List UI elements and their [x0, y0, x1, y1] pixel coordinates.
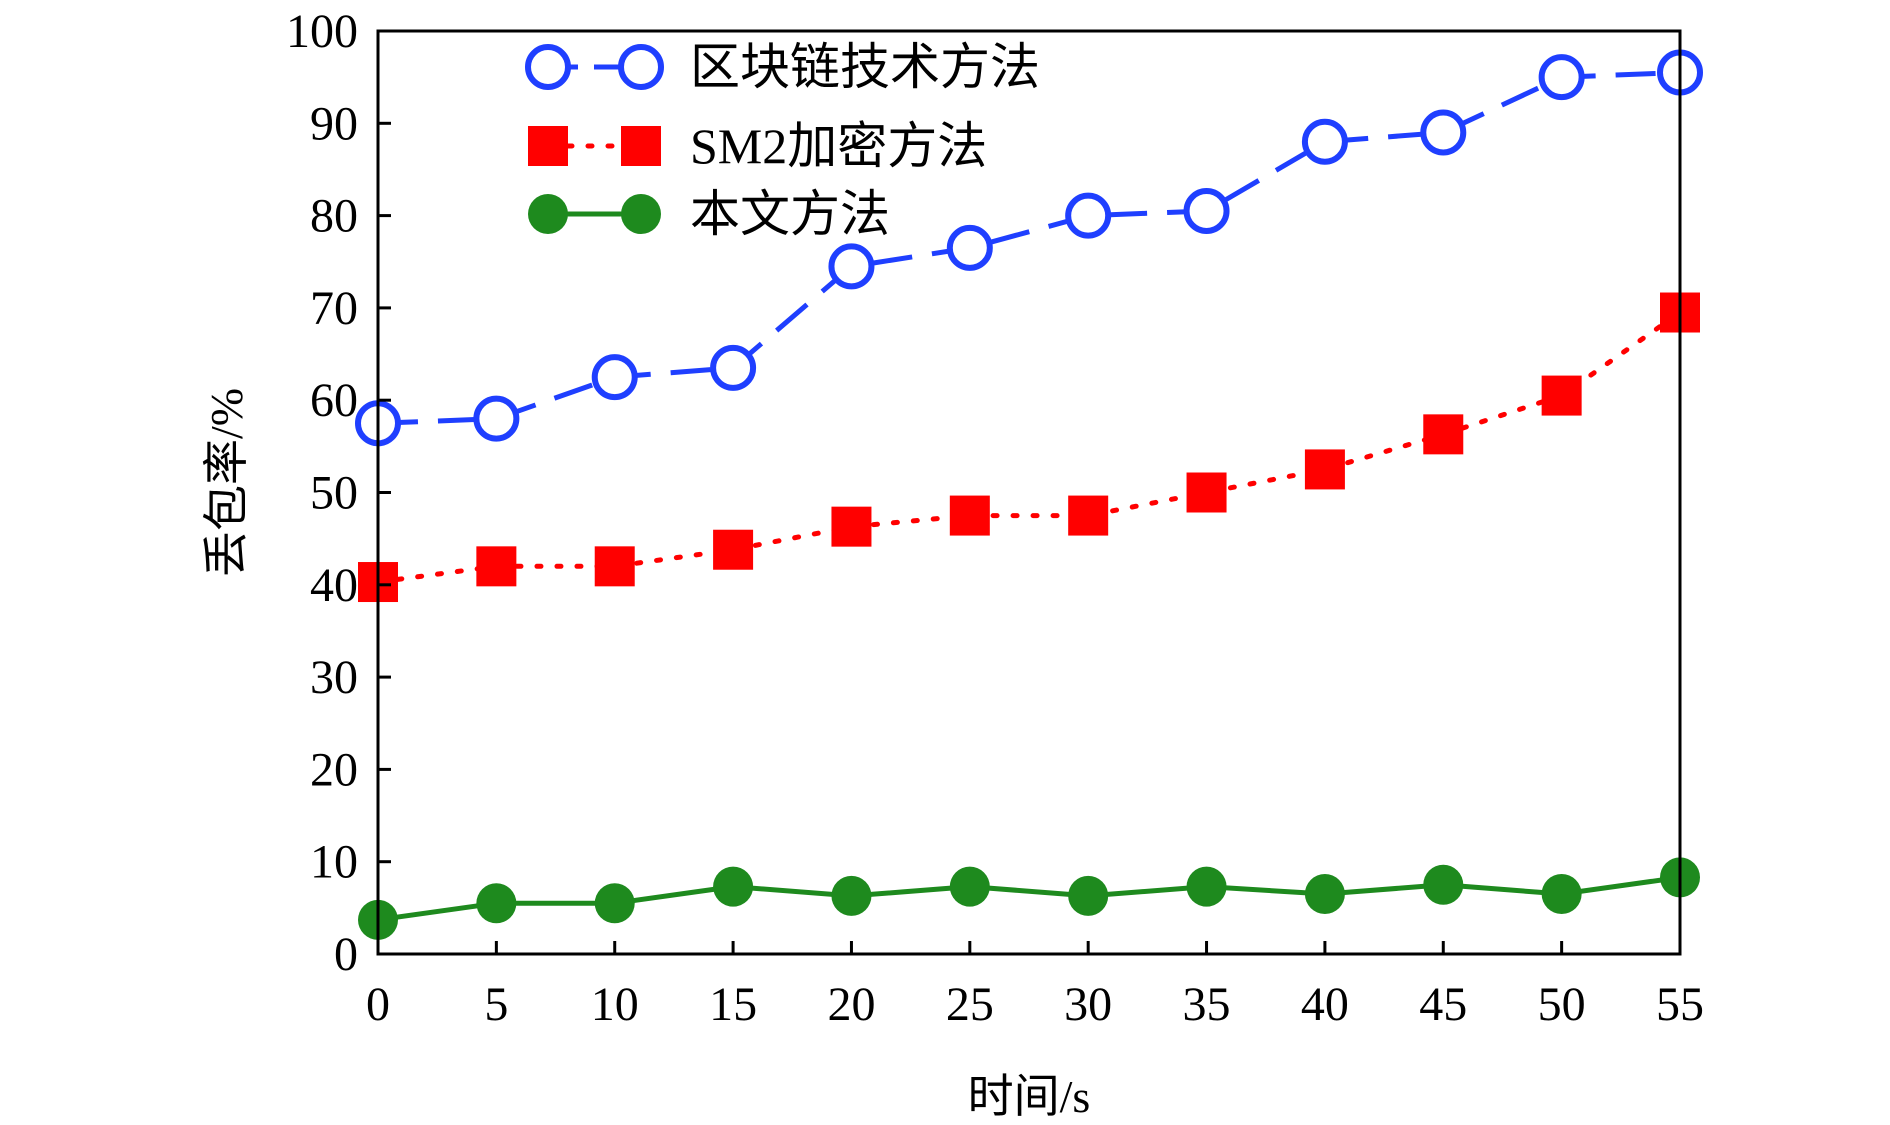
data-point [1186, 866, 1227, 907]
x-tick-label: 30 [1064, 978, 1112, 1031]
x-tick-label: 25 [946, 978, 994, 1031]
data-point [1541, 375, 1582, 416]
plot-frame [376, 29, 1682, 956]
data-point [1304, 874, 1345, 915]
x-tick-label: 40 [1301, 978, 1349, 1031]
data-point [476, 883, 517, 924]
legend-marker [621, 194, 661, 234]
data-point [831, 875, 872, 916]
data-point [949, 866, 990, 907]
legend-marker [621, 126, 661, 166]
y-tick-label: 50 [310, 467, 358, 520]
x-tick-label: 45 [1419, 978, 1467, 1031]
data-point [946, 224, 993, 271]
y-tick-label: 80 [310, 190, 358, 243]
data-point [473, 395, 520, 442]
data-point [1423, 864, 1464, 905]
data-point [1420, 109, 1467, 156]
data-point [710, 344, 757, 391]
series-1 [355, 49, 1703, 447]
x-tick-label: 10 [591, 978, 639, 1031]
data-point [594, 883, 635, 924]
x-tick-label: 55 [1656, 978, 1704, 1031]
series-layer [355, 49, 1703, 940]
y-tick-label: 10 [310, 836, 358, 889]
series-3 [358, 857, 1700, 940]
data-point [828, 243, 875, 290]
x-tick-label: 0 [366, 978, 390, 1031]
x-tick-label: 20 [827, 978, 875, 1031]
legend-label: SM2加密方法 [690, 118, 987, 174]
legend-label: 本文方法 [690, 186, 890, 242]
data-point [594, 546, 635, 587]
data-point [1186, 472, 1227, 513]
x-tick-label: 50 [1538, 978, 1586, 1031]
y-tick-label: 70 [310, 282, 358, 335]
x-tick-label: 15 [709, 978, 757, 1031]
y-tick-label: 90 [310, 97, 358, 150]
y-tick-label: 0 [334, 928, 358, 981]
data-point [1068, 875, 1109, 916]
legend-label: 区块链技术方法 [690, 39, 1040, 95]
y-tick-label: 20 [310, 743, 358, 796]
data-point [1065, 192, 1112, 239]
data-point [713, 866, 754, 907]
y-tick-label: 100 [286, 5, 358, 58]
legend-marker [528, 126, 568, 166]
x-tick-label: 35 [1183, 978, 1231, 1031]
data-point [713, 529, 754, 570]
data-point [591, 354, 638, 401]
series-line [377, 874, 1681, 923]
data-point [1304, 449, 1345, 490]
data-point [1541, 874, 1582, 915]
data-point [1183, 187, 1230, 234]
data-point [476, 546, 517, 587]
y-tick-label: 40 [310, 559, 358, 612]
data-point [1068, 495, 1109, 536]
series-line [377, 70, 1681, 426]
legend-marker [525, 44, 571, 90]
axis-ticks: 0 10 20 30 40 50 60 70 80 90 100 0 5 10 15 20 25 30 35 40 45… [286, 5, 1704, 1031]
x-tick-label: 5 [484, 978, 508, 1031]
data-point [949, 495, 990, 536]
x-axis-label: 时间/s [968, 1071, 1091, 1122]
series-2 [358, 292, 1700, 603]
y-tick-label: 30 [310, 651, 358, 704]
y-tick-label: 60 [310, 374, 358, 427]
legend-item-1: 区块链技术方法 [525, 39, 1040, 95]
data-point [831, 506, 872, 547]
data-point [1423, 414, 1464, 455]
data-point [1538, 54, 1585, 101]
y-axis-label: 丢包率/% [201, 388, 252, 577]
legend-marker [618, 44, 664, 90]
legend-marker [528, 194, 568, 234]
legend-item-2: SM2加密方法 [528, 118, 987, 174]
data-point [1301, 118, 1348, 165]
series-line [375, 310, 1683, 585]
legend-item-3: 本文方法 [528, 186, 890, 242]
